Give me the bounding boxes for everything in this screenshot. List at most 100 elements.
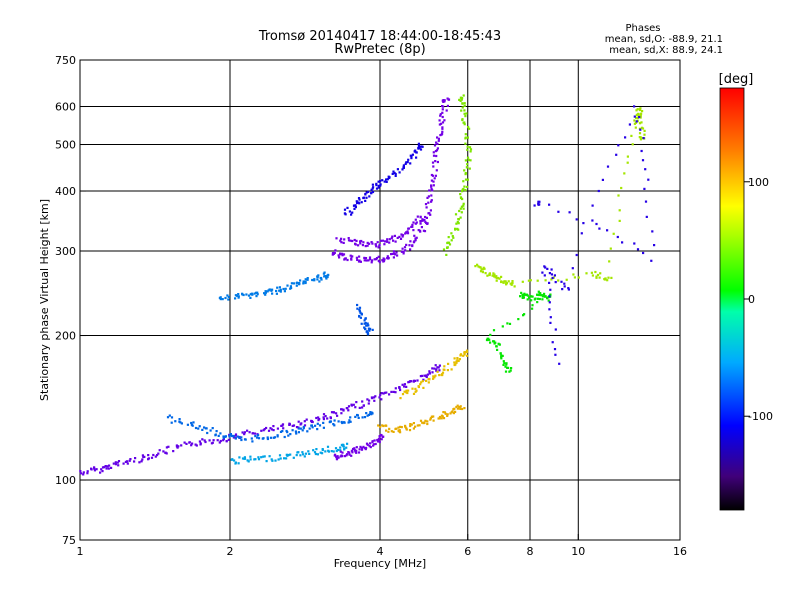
data-point <box>431 371 434 374</box>
data-point <box>264 290 267 293</box>
data-point <box>394 427 397 430</box>
data-point <box>93 466 96 469</box>
data-point <box>479 266 482 269</box>
data-point <box>107 467 110 470</box>
data-point <box>462 204 465 207</box>
data-point <box>521 280 524 283</box>
data-point <box>643 133 646 136</box>
data-point <box>633 115 636 118</box>
data-point <box>332 423 335 426</box>
data-point <box>363 447 366 450</box>
data-point <box>457 228 460 231</box>
data-point <box>321 452 324 455</box>
data-point <box>332 411 335 414</box>
data-point <box>430 184 433 187</box>
data-point <box>406 232 410 235</box>
data-point <box>355 451 358 454</box>
data-point <box>281 430 284 433</box>
data-point <box>417 144 420 148</box>
data-point <box>306 278 309 281</box>
data-point <box>424 203 428 206</box>
data-point <box>166 416 170 419</box>
data-point <box>595 222 598 226</box>
data-point <box>401 393 405 396</box>
data-point <box>631 143 634 146</box>
data-point <box>550 268 553 271</box>
data-point <box>295 454 298 457</box>
data-point <box>358 198 361 201</box>
data-point <box>407 381 410 384</box>
data-point <box>283 290 286 293</box>
data-point <box>495 279 498 282</box>
data-point <box>508 322 512 325</box>
data-point <box>458 406 461 409</box>
data-point <box>235 294 239 297</box>
data-point <box>407 158 410 161</box>
data-point <box>645 215 648 218</box>
data-point <box>466 148 469 151</box>
data-point <box>289 453 292 456</box>
data-point <box>403 246 407 249</box>
data-point <box>133 460 136 463</box>
data-point <box>386 238 389 241</box>
data-point <box>436 147 439 150</box>
data-point <box>402 252 405 255</box>
data-point <box>291 429 294 432</box>
data-point <box>349 416 352 419</box>
data-point <box>459 99 462 102</box>
data-point <box>438 374 441 377</box>
data-point <box>546 296 549 299</box>
data-point <box>194 426 198 430</box>
x-tick-label: 1 <box>77 545 84 558</box>
data-point <box>283 435 286 439</box>
data-point <box>340 237 343 240</box>
data-point <box>448 243 452 246</box>
data-point <box>442 368 445 371</box>
data-point <box>292 282 295 285</box>
data-point <box>530 295 533 298</box>
data-point <box>368 329 371 332</box>
data-point <box>350 454 353 457</box>
data-point <box>339 449 342 452</box>
data-point <box>340 241 343 244</box>
data-point <box>343 238 346 241</box>
data-point <box>442 417 446 420</box>
data-point <box>295 432 298 435</box>
data-point <box>313 451 317 454</box>
data-point <box>618 209 621 212</box>
data-point <box>228 435 231 438</box>
data-point <box>461 190 464 193</box>
data-point <box>549 316 552 319</box>
data-point <box>162 450 165 453</box>
data-point <box>303 455 306 458</box>
data-point <box>424 215 427 219</box>
data-point <box>319 276 322 280</box>
data-point <box>251 293 254 296</box>
data-point <box>508 370 511 373</box>
data-point <box>274 459 277 462</box>
data-point <box>304 278 307 281</box>
data-point <box>552 276 555 279</box>
data-point <box>432 180 435 183</box>
data-point <box>358 202 361 205</box>
data-point <box>440 373 443 377</box>
data-point <box>537 290 540 293</box>
data-point <box>533 298 536 301</box>
data-point <box>434 160 437 163</box>
data-point <box>459 216 462 219</box>
data-point <box>510 283 513 286</box>
stats-x-line: mean, sd,X: 88.9, 24.1 <box>609 45 723 56</box>
data-point <box>405 389 408 392</box>
data-point <box>141 458 144 461</box>
data-point <box>451 410 454 413</box>
data-point <box>498 277 501 280</box>
data-point <box>382 424 385 428</box>
y-tick-label: 600 <box>55 101 76 114</box>
data-point <box>346 453 349 456</box>
data-point <box>428 378 431 381</box>
data-point <box>443 119 446 122</box>
data-point <box>288 423 291 426</box>
data-point <box>244 438 247 441</box>
data-point <box>334 249 337 252</box>
data-point <box>428 189 431 192</box>
